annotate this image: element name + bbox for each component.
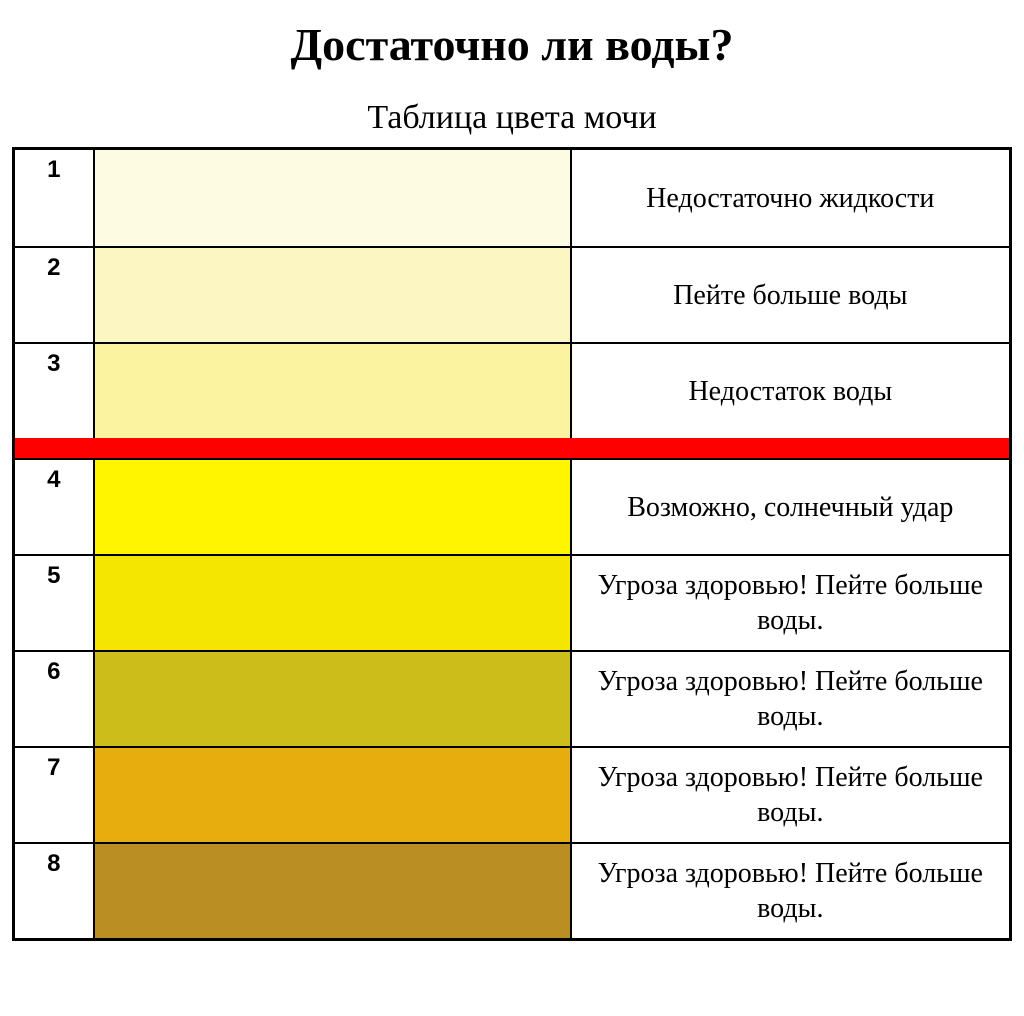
row-description: Возможно, солнечный удар <box>572 460 1009 554</box>
row-number: 1 <box>15 150 95 246</box>
row-number: 4 <box>15 460 95 554</box>
row-number: 2 <box>15 248 95 342</box>
row-number: 7 <box>15 748 95 842</box>
row-description: Недостаток воды <box>572 344 1009 438</box>
table-row: 8 Угроза здоровью! Пейте больше воды. <box>15 842 1009 938</box>
row-number: 5 <box>15 556 95 650</box>
color-swatch <box>95 652 572 746</box>
color-chart-table: 1 Недостаточно жидкости 2 Пейте больше воды… <box>12 147 1012 941</box>
table-row: 3 Недостаток воды <box>15 342 1009 438</box>
row-description: Пейте больше воды <box>572 248 1009 342</box>
table-row: 2 Пейте больше воды <box>15 246 1009 342</box>
row-description: Угроза здоровью! Пейте больше воды. <box>572 748 1009 842</box>
color-swatch <box>95 460 572 554</box>
table-row: 5 Угроза здоровью! Пейте больше воды. <box>15 554 1009 650</box>
color-swatch <box>95 748 572 842</box>
color-swatch <box>95 556 572 650</box>
row-description: Угроза здоровью! Пейте больше воды. <box>572 556 1009 650</box>
threshold-divider <box>15 438 1009 458</box>
page-title: Достаточно ли воды? <box>291 18 734 71</box>
row-description: Угроза здоровью! Пейте больше воды. <box>572 844 1009 938</box>
row-description: Недостаточно жидкости <box>572 150 1009 246</box>
table-row: 1 Недостаточно жидкости <box>15 150 1009 246</box>
table-row: 6 Угроза здоровью! Пейте больше воды. <box>15 650 1009 746</box>
color-swatch <box>95 248 572 342</box>
color-swatch <box>95 344 572 438</box>
row-number: 3 <box>15 344 95 438</box>
table-row: 7 Угроза здоровью! Пейте больше воды. <box>15 746 1009 842</box>
row-number: 8 <box>15 844 95 938</box>
color-swatch <box>95 844 572 938</box>
table-row: 4 Возможно, солнечный удар <box>15 458 1009 554</box>
row-number: 6 <box>15 652 95 746</box>
color-swatch <box>95 150 572 246</box>
chart-subtitle: Таблица цвета мочи <box>367 99 656 137</box>
row-description: Угроза здоровью! Пейте больше воды. <box>572 652 1009 746</box>
